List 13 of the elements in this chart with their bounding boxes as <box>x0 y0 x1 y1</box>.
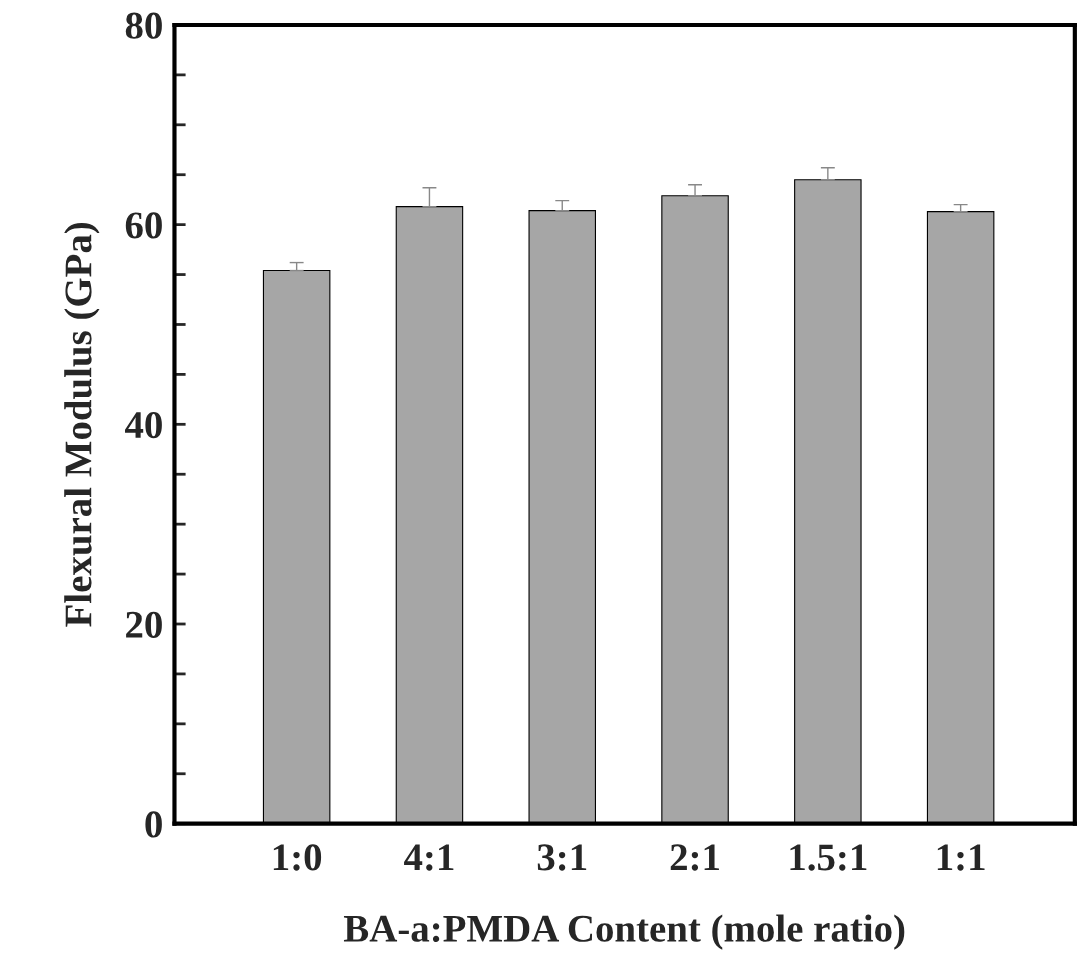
y-tick-label: 0 <box>145 811 162 838</box>
x-tick-label: 1.5:1 <box>790 844 867 871</box>
y-tick-label: 20 <box>126 611 162 638</box>
y-tick-label: 40 <box>125 411 162 439</box>
x-tick-label: 2:1 <box>670 844 719 871</box>
x-tick-label: 1:1 <box>937 844 985 871</box>
y-tick-label: 80 <box>125 12 162 39</box>
x-tick-label: 4:1 <box>404 844 454 871</box>
x-tick-label: 3:1 <box>537 844 587 871</box>
x-axis-title: BA-a:PMDA Content (mole ratio) <box>343 914 905 950</box>
y-tick-label: 60 <box>125 212 162 239</box>
x-tick-label: 1:0 <box>273 844 322 871</box>
y-axis-title: Flexural Modulus (GPa) <box>64 222 100 627</box>
